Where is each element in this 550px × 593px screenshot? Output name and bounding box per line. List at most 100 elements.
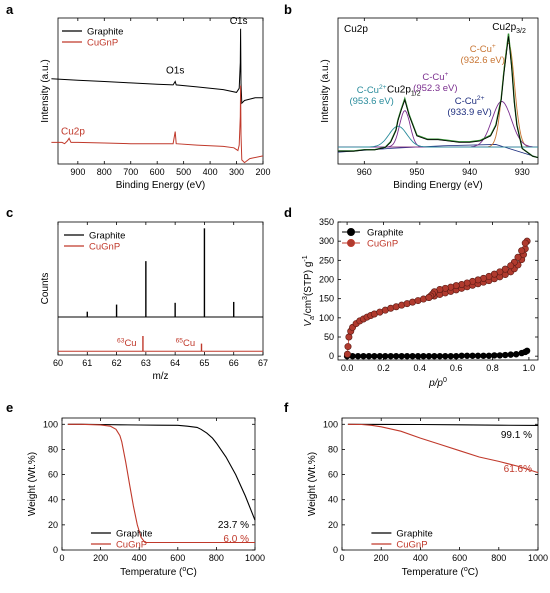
x-tick-label-e-0: 0 xyxy=(59,553,64,563)
y-axis-label-d-part-0: V xyxy=(303,319,314,327)
point-d-graphite-20 xyxy=(452,352,460,360)
x-tick-label-e-5: 1000 xyxy=(245,553,265,563)
x-tick-label-b-3: 930 xyxy=(515,167,530,177)
x-tick-label-b-0: 960 xyxy=(357,167,372,177)
legend-label-d-0: Graphite xyxy=(367,228,403,239)
annotation-ccu-932-part-0: C-Cu xyxy=(470,44,492,55)
x-axis-label-e: Temperature (oC) xyxy=(120,566,197,578)
point-d-cugnp-1-0 xyxy=(521,239,529,247)
x-axis-label-f-part-2: C) xyxy=(468,567,479,578)
y-tick-label-d-0: 0 xyxy=(329,351,334,361)
annotation-ccu-952-value: (952.3 eV) xyxy=(413,83,457,94)
x-tick-label-a-6: 300 xyxy=(229,167,244,177)
point-d-graphite-17 xyxy=(436,352,444,360)
point-d-cugnp-1-2 xyxy=(514,253,522,261)
x-tick-label-c-4: 64 xyxy=(170,358,180,368)
x-tick-label-d-2: 0.4 xyxy=(414,363,427,373)
annotation-63cu-part-1: Cu xyxy=(124,338,136,349)
annotation-65cu: 65Cu xyxy=(176,337,196,349)
annotation-e-1: 6.0 % xyxy=(223,534,249,545)
plot-frame-b xyxy=(337,17,539,165)
point-d-graphite-27 xyxy=(491,352,498,359)
point-d-graphite-14 xyxy=(420,352,427,360)
annotation-cu2p12: Cu2p1/2 xyxy=(387,84,421,97)
point-d-cugnp-0-1 xyxy=(344,343,352,351)
panel-letter-f: f xyxy=(284,400,289,415)
point-d-graphite-23 xyxy=(469,352,476,359)
annotation-ccu2-953: C-Cu2+ xyxy=(357,84,387,96)
x-tick-label-c-1: 61 xyxy=(82,358,92,368)
point-d-cugnp-0-2 xyxy=(345,333,353,341)
x-tick-label-a-2: 700 xyxy=(123,167,138,177)
x-tick-label-f-3: 600 xyxy=(452,553,467,563)
point-d-cugnp-1-1 xyxy=(518,247,526,255)
x-tick-label-a-4: 500 xyxy=(176,167,191,177)
x-tick-label-c-5: 65 xyxy=(199,358,209,368)
y-axis-label-e: Weight (Wt.%) xyxy=(27,452,38,516)
y-axis-label-f: Weight (Wt.%) xyxy=(307,452,318,516)
y-tick-label-d-1: 50 xyxy=(324,332,334,342)
x-tick-label-f-0: 0 xyxy=(339,553,344,563)
point-d-graphite-8 xyxy=(387,352,394,360)
y-tick-label-f-4: 80 xyxy=(328,444,338,454)
series-line-e-cugnp xyxy=(67,423,255,544)
point-d-graphite-26 xyxy=(485,352,493,359)
y-tick-label-e-4: 80 xyxy=(48,444,58,454)
annotation-ccu-952-part-0: C-Cu xyxy=(422,72,444,83)
fit-peak-952-3 xyxy=(338,110,538,148)
x-tick-label-c-6: 66 xyxy=(229,358,239,368)
x-tick-label-f-5: 1000 xyxy=(528,553,548,563)
annotation-ccu2-953-part-1: 2+ xyxy=(379,84,387,91)
y-tick-label-e-0: 0 xyxy=(53,545,58,555)
y-tick-label-d-4: 200 xyxy=(319,275,334,285)
legend-label-f-1: CuGnP xyxy=(396,540,427,551)
y-tick-label-d-7: 350 xyxy=(319,217,334,227)
x-tick-label-d-1: 0.2 xyxy=(377,363,390,373)
x-axis-label-f: Temperature (oC) xyxy=(402,566,479,578)
point-d-graphite-12 xyxy=(409,352,416,360)
annotation-cu2p32-part-0: Cu2p xyxy=(492,22,516,33)
point-d-graphite-13 xyxy=(414,352,422,360)
point-d-graphite-25 xyxy=(480,352,487,359)
annotation-cu2p32-part-1: 3/2 xyxy=(516,28,526,35)
annotation-65cu-part-0: 65 xyxy=(176,337,184,344)
point-d-graphite-22 xyxy=(463,352,471,359)
legend-label-c-1: CuGnP xyxy=(89,242,120,253)
legend-label-f-0: Graphite xyxy=(396,529,432,540)
point-d-graphite-5 xyxy=(371,352,378,360)
x-axis-label-e-part-1: o xyxy=(182,566,186,573)
x-tick-label-b-1: 950 xyxy=(409,167,424,177)
point-d-graphite-34 xyxy=(523,347,531,354)
y-axis-label-d-part-4: (STP) g xyxy=(303,262,314,296)
point-d-cugnp-1-21 xyxy=(425,294,433,302)
annotation-c1s: C1s xyxy=(230,16,248,27)
point-d-graphite-30 xyxy=(507,351,514,358)
series-line-a-graphite xyxy=(51,28,263,105)
panel-letter-e: e xyxy=(6,400,13,415)
point-d-graphite-31 xyxy=(512,351,520,358)
panel-letter-d: d xyxy=(284,205,292,220)
series-line-a-cugnp xyxy=(51,85,264,164)
annotation-cu2p12-part-0: Cu2p xyxy=(387,84,411,95)
x-axis-label-e-part-2: C) xyxy=(186,567,197,578)
y-axis-label-a: Intensity (a.u.) xyxy=(40,59,51,122)
plot-frame-e xyxy=(61,417,256,551)
annotation-cu2p: Cu2p xyxy=(61,126,85,137)
point-d-graphite-1 xyxy=(349,352,356,360)
annotation-cu2p32: Cu2p3/2 xyxy=(492,22,526,35)
series-line-b xyxy=(338,36,539,158)
fit-peak-953-6 xyxy=(338,125,538,148)
y-axis-label-d-part-5: -1 xyxy=(302,255,309,261)
x-axis-label-d: p/p0 xyxy=(428,377,447,389)
x-tick-label-f-4: 800 xyxy=(491,553,506,563)
y-axis-label-d-part-1: a xyxy=(309,316,316,320)
plot-frame-d xyxy=(337,221,539,361)
point-d-graphite-6 xyxy=(376,352,384,360)
x-tick-label-e-2: 400 xyxy=(132,553,147,563)
annotation-ccu2-933-part-1: 2+ xyxy=(477,95,485,102)
x-tick-label-a-5: 400 xyxy=(203,167,218,177)
x-axis-label-a: Binding Energy (eV) xyxy=(116,180,206,191)
y-tick-label-d-5: 250 xyxy=(319,255,334,265)
y-axis-label-d: Va/cm3(STP) g-1 xyxy=(302,255,316,326)
